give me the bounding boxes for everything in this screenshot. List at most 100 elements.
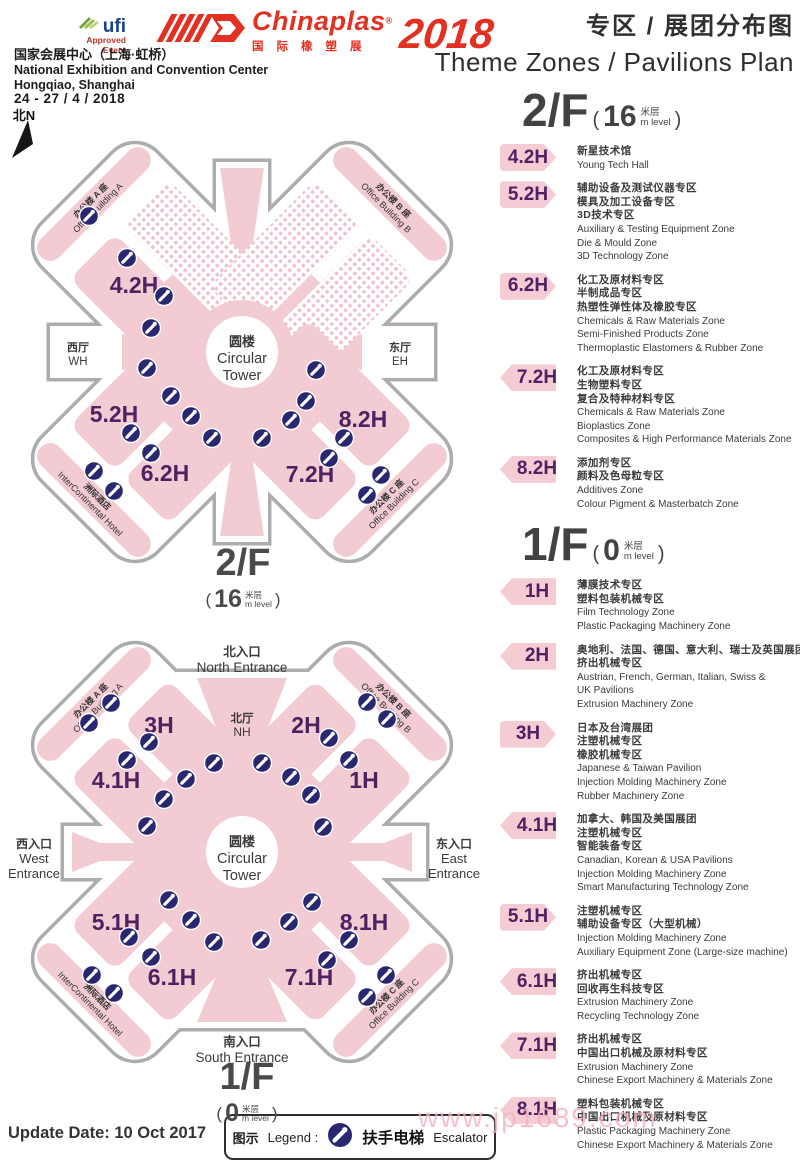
zone-description: 辅助设备及测试仪器专区 模具及加工设备专区 3D技术专区 Auxiliary & Te… (577, 181, 735, 264)
corridor-funnel (220, 448, 264, 536)
zone-line-en: Smart Manufacturing Technology Zone (577, 882, 749, 894)
zone-line-cn: 塑料包装机械专区 (577, 1097, 665, 1110)
zones-list-f2: 4.2H 新星技术馆 Young Tech Hall 5.2H 辅助设备及测试仪器专区模… (500, 144, 798, 511)
hall-code-4.1H: 4.1H (92, 767, 141, 793)
zone-line-cn: 中国出口机械及原材料专区 (577, 1047, 708, 1060)
zone-ribbon-4.1H: 4.1H (500, 812, 556, 840)
escalator-icon (315, 948, 339, 972)
escalator-icon (179, 908, 203, 932)
ufi-leaf-icon (78, 14, 100, 35)
zone-line-en: Film Technology Zone (577, 607, 675, 619)
zone-description: 塑料包装机械专区 中国出口机械及原材料专区 Plastic Packaging Ma… (577, 1097, 773, 1152)
zone-line-cn: 模具及加工设备专区 (577, 195, 676, 208)
zone-line-en: Die & Mould Zone (577, 237, 658, 249)
zone-line-en: Additives Zone (577, 485, 644, 497)
zone-line-en: Japanese & Taiwan Pavilion (577, 763, 702, 775)
building-strip (37, 147, 151, 261)
zone-ribbon-8.1H: 8.1H (500, 1096, 556, 1124)
zone-line-en: Canadian, Korean & USA Pavilions (577, 854, 733, 866)
hall-block (268, 824, 410, 966)
zone-ribbon-3H: 3H (500, 720, 556, 748)
escalator-icon (200, 426, 224, 450)
hall-block (268, 324, 410, 466)
escalator-icon (369, 463, 393, 487)
floor-2-map-label: 2/F ( 16 米层 m level ) (118, 544, 368, 614)
zone-line-en: Plastic Packaging Machinery Zone (577, 621, 731, 633)
escalator-icon (102, 981, 126, 1005)
escalator-icon (119, 421, 143, 445)
zone-line-en: Chinese Export Machinery & Materials Zon… (577, 1139, 773, 1151)
zones-sidebar: 2/F ( 16 米层 m level ) 4.2H 新星技术馆 Young Tech… (500, 86, 800, 1161)
west-entrance-cn: 西入口 (16, 837, 52, 851)
zone-description: 奥地利、法国、德国、意大利、瑞士及英国展团 挤出机械专区 Austrian, Fre… (577, 643, 800, 712)
escalator-icon (299, 783, 323, 807)
escalator-icon (80, 963, 104, 987)
circular-tower-label-en2: Tower (223, 868, 262, 884)
zone-line-cn: 生物塑料专区 (577, 378, 643, 391)
west-entrance-en1: West (19, 851, 49, 866)
hall-block (214, 684, 356, 826)
venue-name-en: National Exhibition and Convention Cente… (14, 62, 269, 77)
brand-reg: ® (385, 15, 393, 26)
zone-line-cn: 3D技术专区 (577, 209, 635, 222)
zone-line-cn: 挤出机械专区 (577, 1033, 643, 1046)
zone-ribbon-4.2H: 4.2H (500, 144, 556, 171)
corridor-funnel (220, 168, 264, 256)
zone-ribbon-5.1H: 5.1H (500, 903, 556, 931)
zone-entry: 4.2H 新星技术馆 Young Tech Hall (500, 144, 798, 172)
zone-line-cn: 日本及台湾展团 (577, 721, 654, 734)
escalator-icon (337, 748, 361, 772)
escalator-icon (174, 767, 198, 791)
west-hall-label-en: WH (68, 356, 87, 368)
hall-code-1H: 1H (349, 767, 378, 793)
escalator-icon (202, 751, 226, 775)
escalator-icon (135, 814, 159, 838)
zone-line-cn: 注塑机械专区 (577, 826, 643, 839)
north-entrance-en: North Entrance (197, 660, 288, 675)
zone-line-cn: 塑料包装机械专区 (577, 592, 665, 605)
zone-line-en: Auxiliary & Testing Equipment Zone (577, 223, 735, 235)
escalator-icon (115, 748, 139, 772)
circular-tower-label-cn: 圆楼 (229, 834, 255, 849)
zone-line-cn: 挤出机械专区 (577, 969, 643, 982)
escalator-icon (250, 426, 274, 450)
south-entrance-en: South Entrance (195, 1050, 288, 1065)
page-title-en: Theme Zones / Pavilions Plan (434, 47, 794, 77)
zone-line-en: Chemicals & Raw Materials Zone (577, 407, 725, 419)
brand-cn: 国际橡塑展 (252, 41, 375, 53)
zone-line-cn: 辅助设备专区（大型机械） (577, 918, 708, 931)
update-date: Update Date: 10 Oct 2017 (8, 1124, 207, 1142)
circular-tower-label-en2: Tower (223, 368, 262, 384)
zone-description: 注塑机械专区 辅助设备专区（大型机械） Injection Molding Mach… (577, 904, 788, 959)
escalator-icon (202, 930, 226, 954)
escalator-icon (294, 389, 318, 413)
hall-block (214, 184, 356, 326)
hall-code-6.1H: 6.1H (148, 964, 197, 990)
zone-line-en: Extrusion Machinery Zone (577, 997, 694, 1009)
hall-code-6.2H: 6.2H (141, 460, 190, 486)
zone-ribbon-7.1H: 7.1H (500, 1032, 556, 1060)
building-strip (333, 647, 447, 761)
zone-line-en: Bioplastics Zone (577, 420, 651, 432)
zone-line-en: Chinese Export Machinery & Materials Zon… (577, 1075, 773, 1087)
floor-2-level: 16 (214, 585, 242, 613)
west-entrance-en2: Entrance (8, 866, 60, 881)
ufi-name: ufi (102, 16, 126, 37)
corridor-funnel (384, 832, 412, 872)
hall-block (74, 824, 216, 966)
building-strip (333, 443, 447, 557)
zone-description: 挤出机械专区 中国出口机械及原材料专区 Extrusion Machinery Zo… (577, 1032, 773, 1087)
escalator-icon (157, 888, 181, 912)
escalator-icon (152, 787, 176, 811)
event-dates: 24 - 27 / 4 / 2018 (14, 91, 126, 107)
brand-row: ufi Approved Event Chinaplas® 国际橡塑展 2018 (14, 8, 496, 66)
zone-line-en: Composites & High Performance Materials … (577, 434, 792, 446)
floor-1-level: 0 (225, 1099, 239, 1127)
ufi-event: Event (102, 44, 126, 55)
escalator-icon (115, 246, 139, 270)
zone-line-en: 3D Technology Zone (577, 251, 669, 263)
zone-line-cn: 添加剂专区 (577, 456, 632, 469)
zone-line-en: Injection Molding Machinery Zone (577, 932, 727, 944)
hall-block (74, 324, 216, 466)
